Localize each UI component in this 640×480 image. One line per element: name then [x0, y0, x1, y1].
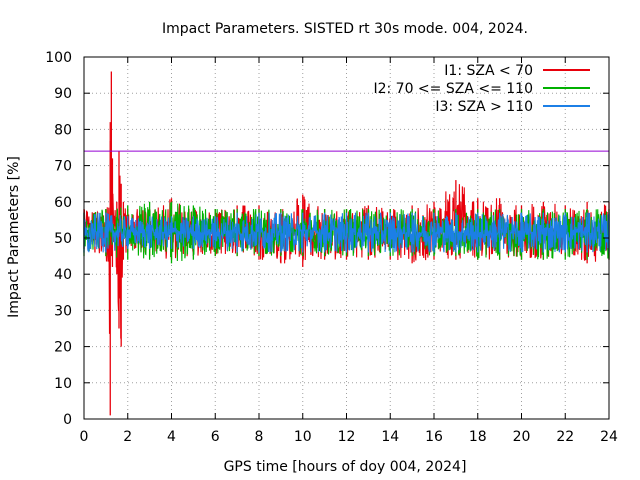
y-tick-label: 70	[54, 159, 72, 175]
legend: I1: SZA < 70 I2: 70 <= SZA <= 110 I3: SZ…	[373, 63, 590, 115]
y-tick-label: 20	[54, 340, 72, 356]
x-tick-label: 0	[80, 429, 89, 445]
x-tick-label: 10	[294, 429, 312, 445]
series-layer	[83, 71, 610, 416]
x-tick-label: 12	[338, 429, 356, 445]
axis-ticks: 0 2 4 6 8 10 12 14 16 18 20 22 240102030405060708090…	[45, 50, 618, 445]
x-tick-label: 22	[556, 429, 574, 445]
x-tick-label: 8	[255, 429, 264, 445]
legend-entry-i3: I3: SZA > 110	[435, 99, 533, 115]
plot-frame	[83, 56, 610, 420]
x-tick-label: 20	[513, 429, 531, 445]
y-tick-label: 10	[54, 376, 72, 392]
y-tick-label: 30	[54, 303, 72, 319]
x-tick-label: 4	[167, 429, 176, 445]
x-tick-label: 24	[600, 429, 618, 445]
y-tick-label: 60	[54, 195, 72, 211]
y-tick-label: 90	[54, 86, 72, 102]
x-tick-label: 6	[211, 429, 220, 445]
series-i3	[83, 212, 610, 253]
chart-title: Impact Parameters. SISTED rt 30s mode. 0…	[162, 21, 528, 37]
y-tick-label: 40	[54, 267, 72, 283]
x-axis-label: GPS time [hours of doy 004, 2024]	[224, 459, 467, 475]
legend-entry-i2: I2: 70 <= SZA <= 110	[373, 81, 533, 97]
x-tick-label: 14	[381, 429, 399, 445]
y-tick-label: 50	[54, 231, 72, 247]
x-tick-label: 16	[425, 429, 443, 445]
y-axis-label: Impact Parameters [%]	[6, 156, 22, 318]
x-tick-label: 2	[123, 429, 132, 445]
legend-entry-i1: I1: SZA < 70	[444, 63, 533, 79]
y-tick-label: 80	[54, 122, 72, 138]
y-tick-label: 0	[63, 412, 72, 428]
x-tick-label: 18	[469, 429, 487, 445]
y-tick-label: 100	[45, 50, 72, 66]
